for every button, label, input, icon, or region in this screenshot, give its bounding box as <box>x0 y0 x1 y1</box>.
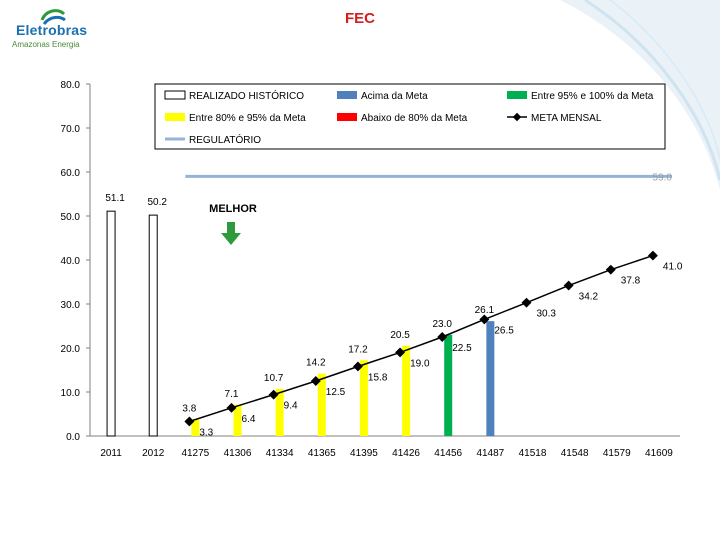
melhor-arrow-shaft <box>227 222 235 234</box>
meta-mensal-point <box>226 402 237 413</box>
x-tick-label: 41426 <box>392 448 420 459</box>
meta-value-label: 15.8 <box>368 372 388 383</box>
bar-value-label: 14.2 <box>306 358 326 369</box>
meta-value-label: 41.0 <box>663 262 683 273</box>
bar-value-label: 20.5 <box>390 330 410 341</box>
x-tick-label: 41609 <box>645 448 673 459</box>
melhor-label: MELHOR <box>209 203 257 215</box>
meta-value-label: 30.3 <box>537 309 557 320</box>
meta-mensal-point <box>352 361 363 372</box>
logo-swirl-icon <box>40 9 66 25</box>
legend-swatch <box>165 113 185 121</box>
x-tick-label: 41306 <box>224 448 252 459</box>
meta-value-label: 19.0 <box>410 358 430 369</box>
meta-value-label: 34.2 <box>579 292 599 303</box>
bar <box>191 419 200 436</box>
x-tick-label: 41456 <box>434 448 462 459</box>
legend-label: Entre 95% e 100% da Meta <box>531 91 654 102</box>
bar <box>233 404 242 436</box>
meta-mensal-point <box>521 297 532 308</box>
x-tick-label: 2011 <box>100 448 122 459</box>
logo-subtitle: Amazonas Energia <box>12 40 80 49</box>
bar-value-label: 50.2 <box>147 197 167 208</box>
y-tick-label: 30.0 <box>61 300 81 311</box>
bar-value-label: 7.1 <box>225 389 239 400</box>
meta-mensal-point <box>605 264 616 275</box>
y-tick-label: 60.0 <box>61 168 81 179</box>
y-tick-label: 20.0 <box>61 344 81 355</box>
logo-name: Eletrobras <box>16 22 88 38</box>
bar <box>275 388 284 436</box>
x-tick-label: 41334 <box>266 448 294 459</box>
bar <box>444 334 453 436</box>
x-tick-label: 41365 <box>308 448 336 459</box>
y-tick-label: 80.0 <box>61 80 81 91</box>
bar-value-label: 3.8 <box>182 403 196 414</box>
meta-mensal-point <box>479 314 490 325</box>
meta-value-label: 37.8 <box>621 276 641 287</box>
meta-value-label: 22.5 <box>452 343 472 354</box>
legend-label: Abaixo de 80% da Meta <box>361 113 468 124</box>
y-tick-label: 50.0 <box>61 212 81 223</box>
meta-value-label: 9.4 <box>284 401 298 412</box>
melhor-arrow-head <box>221 233 241 245</box>
y-tick-label: 40.0 <box>61 256 81 267</box>
legend-box <box>154 83 666 150</box>
bar <box>359 360 368 436</box>
meta-mensal-point <box>184 416 195 427</box>
meta-mensal-point <box>563 280 574 291</box>
bar <box>148 214 158 437</box>
meta-mensal-point <box>268 389 279 400</box>
legend-label: REALIZADO HISTÓRICO <box>189 89 304 102</box>
x-tick-label: 41518 <box>519 448 547 459</box>
legend-label: Acima da Meta <box>361 91 428 102</box>
meta-mensal-point <box>437 332 448 342</box>
bar-value-label: 10.7 <box>264 373 284 384</box>
x-tick-label: 2012 <box>142 448 165 459</box>
meta-mensal-point <box>310 376 321 386</box>
eletrobras-logo <box>8 6 100 54</box>
page-title: FEC <box>345 10 375 27</box>
x-tick-label: 41487 <box>476 448 504 459</box>
legend-label: Entre 80% e 95% da Meta <box>189 113 306 124</box>
y-tick-label: 0.0 <box>66 432 80 443</box>
meta-value-label: 3.3 <box>199 427 213 438</box>
meta-mensal-line <box>189 254 654 423</box>
bar <box>317 373 326 436</box>
bar-value-label: 23.0 <box>432 319 452 330</box>
x-tick-label: 41275 <box>181 448 209 459</box>
legend-swatch <box>507 91 527 99</box>
x-tick-label: 41579 <box>603 448 631 459</box>
bar <box>106 210 116 437</box>
meta-value-label: 6.4 <box>242 414 256 425</box>
bar <box>402 345 411 436</box>
bar-value-label: 17.2 <box>348 344 368 355</box>
x-tick-label: 41395 <box>350 448 378 459</box>
legend-swatch <box>337 113 357 121</box>
legend-label: REGULATÓRIO <box>189 133 261 146</box>
legend-label: META MENSAL <box>531 113 602 124</box>
y-tick-label: 10.0 <box>61 388 81 399</box>
bar <box>486 321 495 436</box>
legend-swatch <box>337 91 357 99</box>
x-tick-label: 41548 <box>561 448 589 459</box>
regulatorio-label: 59.0 <box>653 172 673 183</box>
legend-swatch <box>164 90 186 100</box>
meta-mensal-point <box>647 250 658 261</box>
meta-value-label: 26.5 <box>494 325 514 336</box>
meta-mensal-point <box>395 347 406 358</box>
y-tick-label: 70.0 <box>61 124 81 135</box>
bar-value-label: 26.1 <box>475 305 495 316</box>
bar-value-label: 51.1 <box>105 193 125 204</box>
meta-value-label: 12.5 <box>326 387 346 398</box>
